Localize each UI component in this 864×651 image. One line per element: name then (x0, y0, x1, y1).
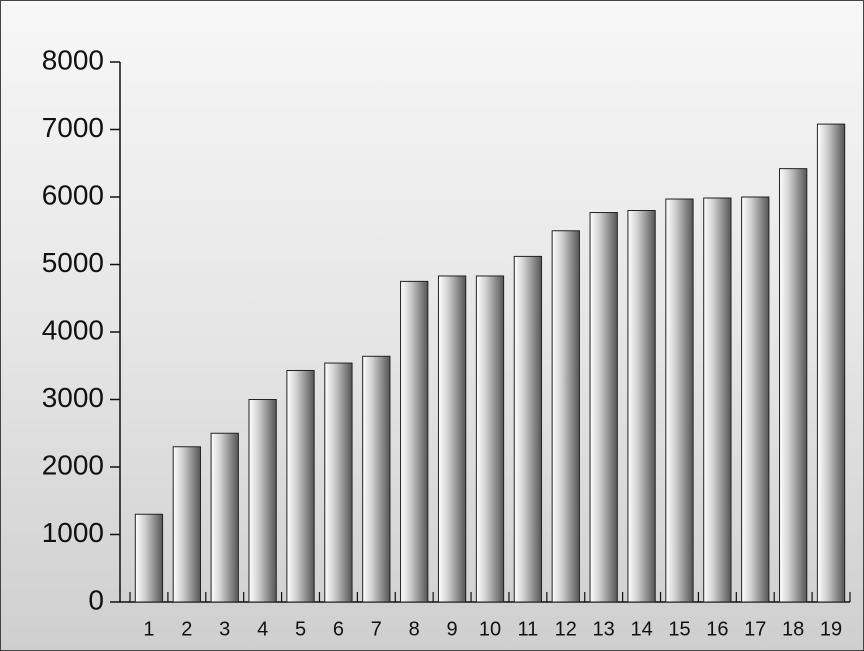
x-tick-label: 4 (257, 618, 268, 640)
x-tick-label: 6 (333, 618, 344, 640)
bar (666, 199, 693, 602)
bar (211, 433, 238, 602)
bar (173, 447, 200, 602)
x-tick-label: 2 (181, 618, 192, 640)
x-tick-label: 10 (479, 618, 501, 640)
y-tick-label: 0 (88, 584, 104, 615)
bar (287, 370, 314, 602)
bar (401, 281, 428, 602)
background (1, 1, 864, 651)
x-tick-label: 15 (668, 618, 690, 640)
x-tick-label: 11 (518, 618, 539, 640)
bar (476, 276, 503, 602)
x-tick-label: 1 (143, 618, 154, 640)
x-tick-label: 17 (744, 618, 766, 640)
x-tick-label: 9 (447, 618, 458, 640)
y-tick-label: 6000 (42, 179, 104, 210)
x-tick-label: 19 (820, 618, 842, 640)
y-tick-label: 3000 (42, 382, 104, 413)
x-tick-label: 3 (219, 618, 230, 640)
bar (438, 276, 465, 602)
y-tick-label: 7000 (42, 112, 104, 143)
bar (742, 197, 769, 602)
bar (780, 169, 807, 602)
bar (363, 356, 390, 602)
y-tick-label: 5000 (42, 247, 104, 278)
bar (249, 400, 276, 603)
bar (590, 213, 617, 602)
x-tick-label: 8 (409, 618, 420, 640)
x-tick-label: 16 (706, 618, 728, 640)
x-tick-label: 18 (782, 618, 804, 640)
bar (135, 514, 162, 602)
y-tick-label: 2000 (42, 449, 104, 480)
x-tick-label: 14 (630, 618, 652, 640)
bar (514, 256, 541, 602)
bar (325, 363, 352, 602)
y-tick-label: 4000 (42, 314, 104, 345)
x-tick-label: 7 (371, 618, 382, 640)
chart: 0100020003000400050006000700080001234567… (0, 0, 864, 651)
y-tick-label: 1000 (42, 517, 104, 548)
bar (552, 231, 579, 602)
bar (628, 211, 655, 603)
bar (817, 124, 844, 602)
x-tick-label: 13 (593, 618, 615, 640)
bar (704, 198, 731, 602)
x-tick-label: 5 (295, 618, 306, 640)
x-tick-label: 12 (555, 618, 577, 640)
y-tick-label: 8000 (42, 44, 104, 75)
